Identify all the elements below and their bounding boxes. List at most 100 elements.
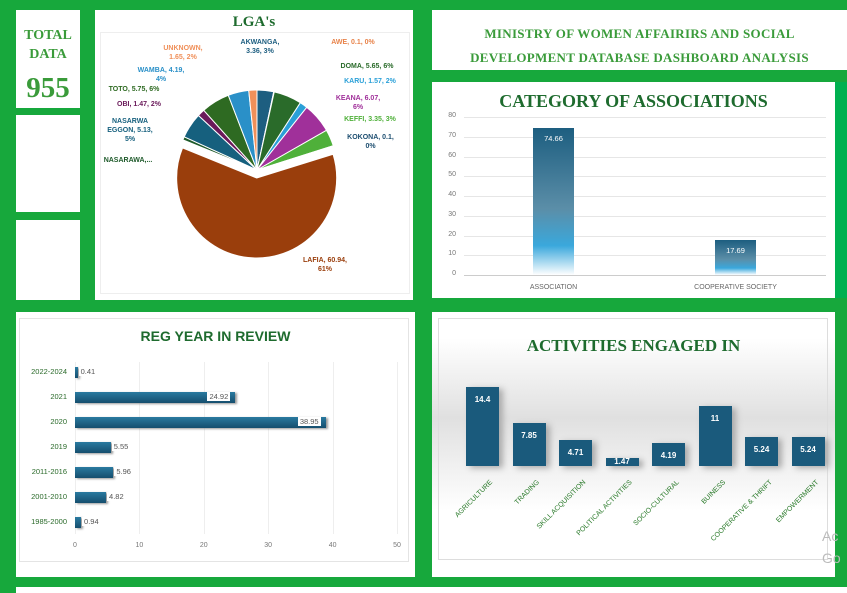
total-data-label: TOTAL DATA	[24, 28, 72, 62]
activity-bar	[512, 422, 546, 466]
dashboard-title: MINISTRY OF WOMEN AFFAIRIRS AND SOCIAL DE…	[470, 26, 809, 65]
year-bar	[75, 492, 107, 503]
year-value-label: 0.94	[82, 517, 101, 526]
gridline	[464, 255, 826, 257]
year-label: 1985-2000	[31, 517, 67, 526]
category-x-label: ASSOCIATION	[529, 284, 578, 291]
x-tick-label: 50	[393, 542, 401, 549]
x-tick-label: 10	[135, 542, 144, 549]
pie-label-unknown: UNKNOWN, 1.65, 2%	[163, 45, 203, 61]
activity-x-label: BUINESS	[700, 479, 727, 506]
pie-label-akwanga: AKWANGA, 3.36, 3%	[240, 39, 280, 55]
gridline	[397, 362, 398, 534]
activity-value-label: 14.4	[474, 394, 491, 404]
year-value-label: 24.92	[207, 392, 231, 401]
activity-x-label: TRADING	[513, 479, 541, 507]
year-value-label: 5.96	[114, 467, 133, 476]
lga-pie-panel: LGA's AKWANGA, 3.36, 3% AWE, 0.1, 0% DOM…	[95, 10, 413, 300]
year-label: 2001-2010	[31, 492, 67, 501]
year-bar	[75, 517, 82, 528]
total-data-value: 955	[26, 72, 70, 104]
pie-slice-kokona	[256, 145, 335, 171]
gridline	[464, 117, 826, 118]
activity-value-label: 11	[710, 413, 720, 423]
y-tick-label: 10	[448, 250, 456, 258]
empty-card-1	[16, 115, 80, 212]
activity-bar	[559, 440, 592, 466]
gridline	[464, 196, 826, 197]
gridline	[332, 362, 334, 534]
pie-slice-lafia	[176, 147, 338, 259]
category-value-label: 74.66	[544, 133, 563, 143]
gridline	[268, 362, 270, 534]
year-label: 2022-2024	[31, 367, 67, 376]
pie-label-wamba: WAMBA, 4.19, 4%	[137, 67, 185, 83]
pie-label-awe: AWE, 0.1, 0%	[331, 39, 375, 46]
activity-x-label: SKILL ACQUISITION	[535, 479, 588, 531]
category-x-label: COOPERATIVE SOCIETY	[694, 284, 777, 291]
activity-x-label: POLITICAL ACTIVITIES	[575, 479, 634, 538]
pie-label-nasarwa-eggon: NASARWA EGGON, 5.13, 5%	[107, 118, 153, 143]
pie-label-keana: KEANA, 6.07, 6%	[335, 95, 381, 111]
pie-label-doma: DOMA, 5.65, 6%	[340, 63, 394, 70]
reg-year-chart: 0 10 20 30 40 50 2022-2024 0.41 2021 24.92 2020 38.…	[16, 312, 415, 577]
activity-x-label: EMPOWERMENT	[774, 479, 820, 525]
y-tick-label: 60	[448, 151, 456, 159]
y-tick-label: 70	[448, 131, 456, 139]
year-value-label: 38.95	[297, 417, 321, 426]
y-tick-label: 50	[448, 171, 456, 179]
gridline	[203, 362, 205, 534]
reg-year-panel: REG YEAR IN REVIEW 0 10 20 30 40 50 2022-2024 0…	[16, 312, 415, 577]
y-tick-label: 0	[452, 270, 456, 277]
pie-label-obi: OBI, 1.47, 2%	[117, 101, 161, 108]
gridline	[464, 235, 826, 237]
year-bar	[75, 392, 236, 403]
bottom-strip	[16, 587, 847, 593]
pie-label-lafia: LAFIA, 60.94, 61%	[303, 257, 347, 273]
category-bar	[715, 240, 756, 275]
year-bar	[75, 467, 114, 478]
category-value-label: 17.69	[726, 246, 745, 256]
right-divider	[835, 82, 847, 298]
x-tick-label: 40	[328, 542, 337, 549]
gridline	[464, 156, 826, 158]
activity-bar	[605, 457, 639, 466]
category-panel: CATEGORY OF ASSOCIATIONS 0 10 20 30 40 50 60 70…	[432, 82, 835, 298]
activity-value-label: 7.85	[521, 430, 537, 440]
activities-chart-title: ACTIVITIES ENGAGED IN	[526, 336, 741, 355]
pie-slice-unknown	[248, 89, 258, 171]
year-label: 2011-2016	[31, 467, 67, 476]
gridline	[464, 215, 826, 217]
pie-label-keffi: KEFFI, 3.35, 3%	[344, 116, 396, 123]
year-value-label: 0.41	[78, 367, 98, 376]
pie-label-karu: KARU, 1.57, 2%	[344, 78, 396, 85]
year-value-label: 4.82	[107, 492, 126, 501]
lga-pie-chart	[176, 89, 338, 259]
pie-label-kokona: KOKONA, 0.1, 0%	[347, 134, 394, 150]
activity-bar	[652, 442, 685, 466]
category-chart: 0 10 20 30 40 50 60 70 80 74.66 ASSOCIATION 17.69 CO…	[432, 82, 835, 298]
y-tick-label: 20	[448, 230, 456, 238]
x-tick-label: 30	[264, 542, 273, 549]
lga-chart-title: LGA's	[232, 14, 276, 30]
empty-card-2	[16, 220, 80, 300]
activity-bar	[466, 386, 499, 466]
y-tick-label: 80	[448, 112, 456, 119]
dashboard-title-panel: MINISTRY OF WOMEN AFFAIRIRS AND SOCIAL DE…	[432, 10, 847, 70]
activity-bar	[745, 437, 778, 466]
activity-x-label: SOCIO-CULTURAL	[632, 479, 681, 528]
year-label: 2021	[50, 392, 67, 401]
gridline	[464, 275, 826, 276]
pie-label-toto: TOTO, 5.75, 6%	[108, 86, 160, 93]
activity-value-label: 1.47	[614, 456, 630, 466]
category-bar	[533, 127, 574, 275]
activities-chart: 14.4 AGRICULTURE 7.85 TRADING 4.71 SKILL ACQU…	[432, 312, 835, 577]
y-tick-label: 30	[448, 210, 456, 218]
year-bar	[75, 367, 78, 378]
activity-x-label: AGRICULTURE	[454, 479, 495, 520]
x-tick-label: 0	[73, 542, 77, 549]
pie-label-nasarawa: NASARAWA,...	[103, 157, 153, 164]
gridline	[464, 136, 826, 138]
windows-activation-watermark: Ac Go	[822, 528, 841, 566]
gridline	[139, 362, 141, 534]
